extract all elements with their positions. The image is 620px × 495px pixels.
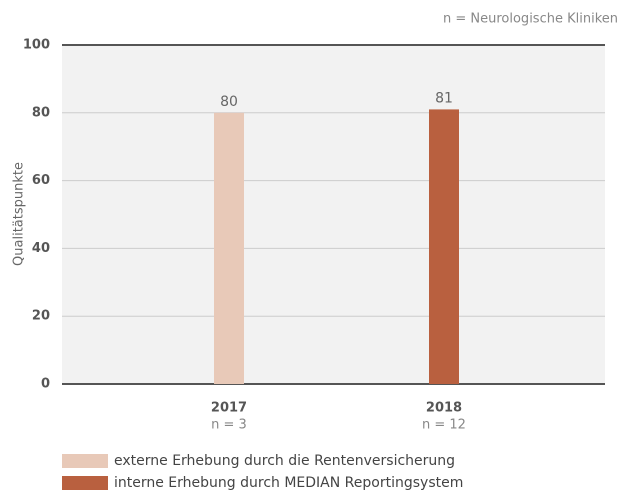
bar bbox=[214, 112, 244, 385]
y-tick-label: 80 bbox=[32, 105, 50, 120]
y-tick-label: 20 bbox=[32, 309, 50, 324]
bar bbox=[429, 109, 459, 384]
data-label: 81 bbox=[435, 90, 453, 106]
annotation: n = Neurologische Kliniken bbox=[443, 12, 618, 27]
plot-background bbox=[62, 45, 605, 384]
x-tick-label: 2017 bbox=[211, 401, 247, 416]
legend-swatch bbox=[62, 454, 108, 468]
y-tick-label: 60 bbox=[32, 173, 50, 188]
x-sublabel: n = 3 bbox=[211, 418, 247, 433]
legend-swatch bbox=[62, 476, 108, 490]
y-tick-label: 100 bbox=[23, 38, 50, 53]
x-sublabel: n = 12 bbox=[422, 418, 466, 433]
x-tick-label: 2018 bbox=[426, 401, 462, 416]
y-tick-label: 0 bbox=[41, 377, 50, 392]
y-axis-label: Qualitätspunkte bbox=[12, 162, 27, 266]
data-label: 80 bbox=[220, 94, 238, 110]
y-tick-label: 40 bbox=[32, 241, 50, 256]
legend-label: externe Erhebung durch die Rentenversich… bbox=[114, 453, 455, 469]
legend-label: interne Erhebung durch MEDIAN Reportings… bbox=[114, 475, 463, 491]
